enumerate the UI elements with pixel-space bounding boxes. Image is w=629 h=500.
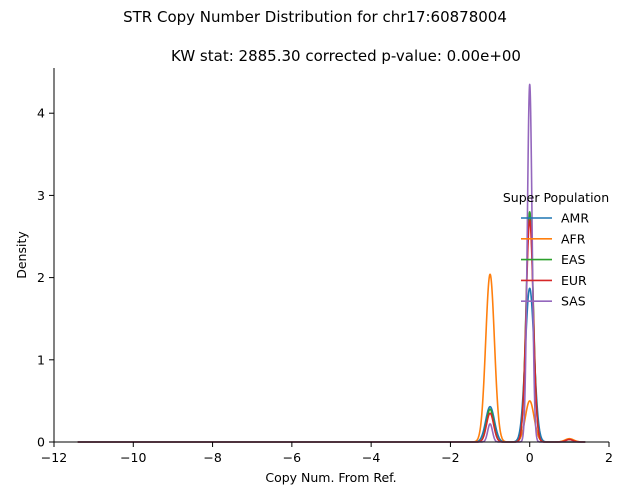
chart-title: KW stat: 2885.30 corrected p-value: 0.00…	[171, 47, 521, 65]
series-layer	[77, 83, 586, 443]
y-tick-label: 1	[37, 352, 45, 367]
x-axis-ticks: −12 −10 −8 −6 −4 −2 0 2	[41, 442, 613, 465]
series-line-eur	[77, 219, 586, 443]
x-tick-label: 0	[526, 450, 534, 465]
x-tick-label: −10	[120, 450, 146, 465]
legend-label-eur: EUR	[561, 273, 587, 288]
x-tick-label: −6	[283, 450, 301, 465]
x-axis-label: Copy Num. From Ref.	[265, 470, 396, 485]
series-line-amr	[77, 287, 586, 443]
legend-label-amr: AMR	[561, 211, 589, 226]
y-axis-label: Density	[14, 231, 29, 279]
x-tick-label: 2	[605, 450, 613, 465]
y-tick-label: 0	[37, 435, 45, 450]
legend-label-afr: AFR	[561, 231, 586, 246]
legend: Super Population AMR AFR EAS EUR SAS	[503, 190, 609, 309]
legend-title: Super Population	[503, 190, 609, 205]
x-tick-label: −2	[441, 450, 459, 465]
series-line-eas	[77, 211, 586, 443]
y-tick-label: 2	[37, 270, 45, 285]
chart-suptitle: STR Copy Number Distribution for chr17:6…	[123, 8, 507, 26]
y-tick-label: 4	[37, 106, 45, 121]
y-tick-label: 3	[37, 188, 45, 203]
legend-label-sas: SAS	[561, 294, 586, 309]
x-tick-label: −8	[203, 450, 221, 465]
x-tick-label: −12	[41, 450, 67, 465]
legend-label-eas: EAS	[561, 252, 585, 267]
x-tick-label: −4	[362, 450, 380, 465]
y-axis-ticks: 0 1 2 3 4	[37, 106, 54, 450]
series-line-sas	[77, 83, 586, 443]
series-line-afr	[77, 273, 586, 443]
